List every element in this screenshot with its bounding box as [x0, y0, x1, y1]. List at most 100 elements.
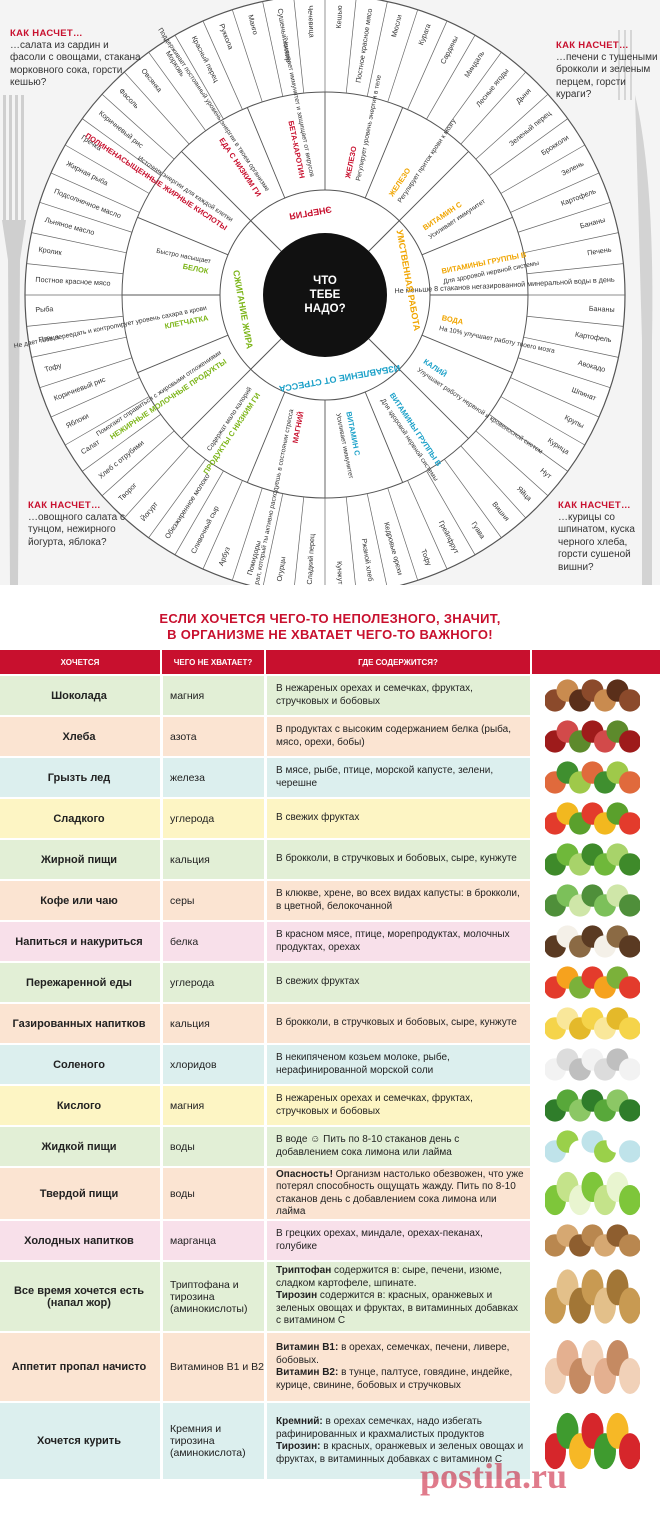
category-divider	[250, 338, 282, 370]
cell-where: Триптофан содержится в: сыре, печени, из…	[268, 1262, 530, 1331]
milk-icon	[544, 1047, 641, 1082]
cell-separator	[264, 758, 267, 797]
food-sector-divider	[65, 144, 150, 194]
food-sector-divider	[460, 71, 526, 145]
where-text: Витамин В1: в орехах, семечках, печени, …	[276, 1342, 524, 1392]
nutrient-sector-divider	[364, 107, 404, 199]
lime-icon	[544, 1170, 641, 1217]
cell-want: Твердой пищи	[39, 1187, 119, 1200]
cell-where: В грецких орехах, миндале, орехах-пекана…	[268, 1221, 530, 1260]
where-plain: В брокколи, в стручковых и бобовых, сыре…	[276, 853, 517, 865]
cell-separator	[160, 1262, 163, 1331]
where-bold: Кремний:	[276, 1416, 323, 1427]
food-sector-divider	[124, 71, 190, 145]
nuts-icon	[544, 678, 641, 713]
food-sector-divider	[517, 201, 611, 233]
where-text: В свежих фруктах	[276, 976, 359, 989]
cell-want: Хлеба	[62, 730, 96, 743]
cell-lack: углерода	[170, 812, 215, 825]
food-label: Постное красное мясо	[35, 275, 111, 288]
food-sector-divider	[26, 315, 124, 327]
cell-want: Аппетит пропал начисто	[11, 1361, 147, 1373]
corner-note-top-right: КАК НАСЧЕТ… …печени с тушеными брокколи …	[556, 40, 660, 102]
center-text: НАДО?	[304, 303, 345, 315]
food-sector-divider	[26, 263, 124, 275]
table-row: Кофе или чаю серы В клюкве, хрене, во всех…	[0, 881, 660, 920]
center-text: ТЕБЕ	[310, 289, 341, 301]
nutrient-sector-divider	[421, 334, 513, 374]
corner-note-bottom-right: КАК НАСЧЕТ… …курицы со шпинатом, куска ч…	[558, 500, 653, 574]
food-sector-divider	[50, 172, 140, 213]
cell-separator	[264, 1127, 267, 1166]
nutrient-sector-divider	[398, 368, 469, 439]
where-text: В нежареных орехах и семечках, фруктах, …	[276, 683, 524, 708]
knife-right-icon	[635, 95, 653, 585]
where-plain: в орехах семечках, надо избегать рафинир…	[276, 1416, 485, 1440]
food-sector-divider	[489, 118, 568, 176]
cell-separator	[264, 840, 267, 879]
food-blob	[619, 1357, 641, 1394]
food-sector-divider	[293, 0, 305, 94]
cell-separator	[160, 881, 163, 920]
cell-lack: кальция	[170, 853, 210, 866]
where-text: В грецких орехах, миндале, орехах-пекана…	[276, 1228, 524, 1253]
food-sector-divider	[387, 9, 419, 103]
food-sector-divider	[174, 470, 224, 555]
food-sector-divider	[231, 487, 263, 581]
food-sector-divider	[65, 396, 150, 446]
cell-where: В некипяченом козьем молоке, рыбе, нераф…	[268, 1045, 530, 1084]
nutrition-wheel: Кешью Постное красное мясо Мюсли Курага Сард…	[2, 0, 653, 585]
cell-want: Жирной пищи	[40, 853, 118, 866]
cell-separator	[160, 963, 163, 1002]
nutrient-sector-divider	[246, 391, 286, 483]
food-sector-divider	[475, 94, 549, 160]
food-blob	[619, 1433, 641, 1470]
where-text: В свежих фруктах	[276, 812, 359, 825]
where-text: В воде ☺ Пить по 8-10 стаканов день с до…	[276, 1134, 524, 1159]
where-plain: В грецких орехах, миндале, орехах-пекана…	[276, 1228, 483, 1252]
meat-icon	[544, 719, 641, 754]
center-text: ЧТО	[313, 275, 337, 287]
fruits-icon	[544, 801, 641, 836]
water-glass-icon	[544, 1129, 641, 1164]
food-label: Тофу	[44, 361, 63, 374]
table-row: Пережаренной еды углерода В свежих фруктах	[0, 963, 660, 1002]
table-row: Хочется курить Кремния и тирозина (аминок…	[0, 1403, 660, 1479]
food-sector-divider	[517, 357, 611, 389]
cell-lack: азота	[170, 730, 197, 743]
corner-title: КАК НАСЧЕТ…	[10, 28, 83, 39]
corner-note-bottom-left: КАК НАСЧЕТ… …овощного салата с тунцом, н…	[28, 500, 128, 549]
corner-text: …курицы со шпинатом, куска черного хлеба…	[558, 511, 635, 573]
header-where: ГДЕ СОДЕРЖИТСЯ?	[266, 650, 530, 674]
food-sector-divider	[101, 430, 175, 496]
food-label: Птица	[38, 332, 60, 344]
cell-separator	[160, 717, 163, 756]
food-blob	[619, 1140, 641, 1163]
category-divider	[368, 338, 400, 370]
cell-separator	[160, 840, 163, 879]
where-bold: Витамин В2:	[276, 1367, 339, 1378]
where-plain: содержится в: красных, оранжевых и зелен…	[276, 1290, 519, 1327]
food-sector-divider	[489, 414, 568, 472]
wheel-center	[263, 233, 387, 357]
food-sector-divider	[366, 1, 388, 97]
food-label: Рыба	[35, 304, 53, 314]
food-sector-divider	[444, 52, 502, 131]
food-sector-divider	[82, 414, 161, 472]
watermark: postila.ru	[420, 1456, 568, 1496]
cravings-table-section: ЕСЛИ ХОЧЕТСЯ ЧЕГО-ТО НЕПОЛЕЗНОГО, ЗНАЧИТ…	[0, 585, 660, 1517]
cell-lack: магния	[170, 689, 205, 702]
cell-lack: белка	[170, 935, 199, 948]
food-blob	[619, 1058, 641, 1081]
table-row: Хлеба азота В продуктах с высоким содержан…	[0, 717, 660, 756]
table-row: Газированных напитков кальция В брокколи, …	[0, 1004, 660, 1043]
where-plain: содержится в: сыре, печени, изюме, сладк…	[276, 1265, 502, 1289]
cell-where: В нежареных орехах и семечках, фруктах, …	[268, 676, 530, 715]
food-blob	[619, 1287, 641, 1324]
cell-separator	[160, 758, 163, 797]
cell-separator	[264, 1403, 267, 1479]
where-text: В некипяченом козьем молоке, рыбе, нераф…	[276, 1052, 524, 1077]
food-sector-divider	[231, 9, 263, 103]
table-row: Все время хочется есть (напал жор) Трипто…	[0, 1262, 660, 1331]
table-row: Холодных напитков марганца В грецких ореха…	[0, 1221, 660, 1260]
